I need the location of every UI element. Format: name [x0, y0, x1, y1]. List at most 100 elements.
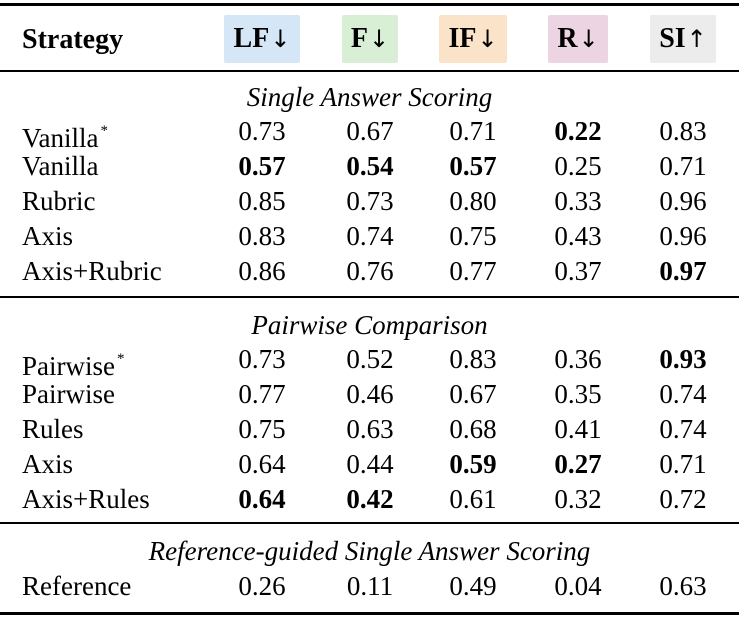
header-r: R↓ — [548, 15, 608, 63]
score-cell: 0.93 — [659, 344, 707, 374]
strategy-name: Axis+Rules — [22, 482, 150, 516]
table-bottom-rule — [0, 612, 739, 615]
score-cell: 0.83 — [238, 221, 286, 251]
header-si: SI↑ — [650, 15, 716, 63]
section-divider — [0, 522, 739, 524]
header-si-label: SI — [659, 23, 686, 54]
header-lf: LF↓ — [224, 15, 300, 63]
table-row: Pairwise * 0.73 0.52 0.83 0.36 0.93 — [0, 342, 739, 381]
score-cell: 0.76 — [346, 256, 394, 286]
score-cell: 0.57 — [238, 151, 286, 181]
strategy-name: Axis — [22, 219, 73, 253]
table-top-rule — [0, 3, 739, 6]
strategy-name: Reference — [22, 569, 131, 603]
table-row: Reference 0.26 0.11 0.49 0.04 0.63 — [0, 569, 739, 603]
score-cell: 0.33 — [554, 186, 602, 216]
score-cell: 0.04 — [554, 571, 602, 601]
strategy-label: Reference — [22, 571, 132, 601]
header-lf-label: LF — [233, 23, 270, 54]
up-arrow-icon: ↑ — [686, 25, 707, 53]
score-cell: 0.37 — [554, 256, 602, 286]
section-divider — [0, 296, 739, 298]
asterisk-marker: * — [116, 351, 125, 367]
score-cell: 0.64 — [238, 449, 286, 479]
score-cell: 0.85 — [238, 186, 286, 216]
score-cell: 0.22 — [554, 116, 602, 146]
score-cell: 0.59 — [449, 449, 497, 479]
score-cell: 0.80 — [449, 186, 497, 216]
score-cell: 0.77 — [449, 256, 497, 286]
score-cell: 0.75 — [238, 414, 286, 444]
score-cell: 0.71 — [659, 151, 707, 181]
score-cell: 0.63 — [346, 414, 394, 444]
strategy-label: Rubric — [22, 186, 96, 216]
strategy-name: Axis — [22, 447, 73, 481]
score-cell: 0.74 — [346, 221, 394, 251]
score-cell: 0.49 — [449, 571, 497, 601]
score-cell: 0.68 — [449, 414, 497, 444]
table-row: Vanilla * 0.73 0.67 0.71 0.22 0.83 — [0, 114, 739, 153]
strategy-label: Vanilla — [22, 123, 99, 153]
table-row: Axis+Rubric 0.86 0.76 0.77 0.37 0.97 — [0, 254, 739, 288]
strategy-name: Pairwise — [22, 377, 115, 411]
score-cell: 0.27 — [554, 449, 602, 479]
header-f-label: F — [350, 23, 368, 54]
strategy-label: Axis — [22, 221, 74, 251]
header-rule — [0, 70, 739, 72]
score-cell: 0.71 — [449, 116, 497, 146]
table-row: Vanilla 0.57 0.54 0.57 0.25 0.71 — [0, 149, 739, 183]
score-cell: 0.75 — [449, 221, 497, 251]
score-cell: 0.97 — [659, 256, 707, 286]
score-cell: 0.67 — [449, 379, 497, 409]
score-cell: 0.41 — [554, 414, 602, 444]
table-row: Rubric 0.85 0.73 0.80 0.33 0.96 — [0, 184, 739, 218]
score-cell: 0.26 — [238, 571, 286, 601]
table-header: Strategy LF↓ F↓ IF↓ R↓ SI↑ — [0, 15, 739, 65]
score-cell: 0.54 — [346, 151, 394, 181]
table-row: Axis 0.83 0.74 0.75 0.43 0.96 — [0, 219, 739, 253]
score-cell: 0.96 — [659, 186, 707, 216]
strategy-name: Vanilla * — [22, 114, 108, 155]
table-row: Pairwise 0.77 0.46 0.67 0.35 0.74 — [0, 377, 739, 411]
score-cell: 0.63 — [659, 571, 707, 601]
header-if: IF↓ — [439, 15, 507, 63]
header-strategy: Strategy — [22, 24, 124, 55]
score-cell: 0.86 — [238, 256, 286, 286]
strategy-label: Axis+Rules — [22, 484, 150, 514]
down-arrow-icon: ↓ — [369, 25, 390, 53]
score-cell: 0.83 — [449, 344, 497, 374]
score-cell: 0.11 — [346, 571, 394, 601]
score-cell: 0.77 — [238, 379, 286, 409]
section-title: Pairwise Comparison — [251, 310, 488, 340]
score-cell: 0.52 — [346, 344, 394, 374]
strategy-name: Vanilla — [22, 149, 98, 183]
score-cell: 0.57 — [449, 151, 497, 181]
table-row: Rules 0.75 0.63 0.68 0.41 0.74 — [0, 412, 739, 446]
header-if-label: IF — [448, 23, 477, 54]
strategy-label: Pairwise — [22, 379, 115, 409]
strategy-label: Axis+Rubric — [22, 256, 162, 286]
score-cell: 0.96 — [659, 221, 707, 251]
strategy-name: Rubric — [22, 184, 96, 218]
strategy-label: Pairwise — [22, 351, 115, 381]
section-title: Reference-guided Single Answer Scoring — [148, 536, 591, 566]
down-arrow-icon: ↓ — [270, 25, 291, 53]
score-cell: 0.46 — [346, 379, 394, 409]
score-cell: 0.74 — [659, 414, 707, 444]
header-f: F↓ — [342, 15, 398, 63]
score-cell: 0.73 — [346, 186, 394, 216]
score-cell: 0.61 — [449, 484, 497, 514]
score-cell: 0.43 — [554, 221, 602, 251]
down-arrow-icon: ↓ — [477, 25, 498, 53]
table-row: Axis+Rules 0.64 0.42 0.61 0.32 0.72 — [0, 482, 739, 516]
strategy-label: Axis — [22, 449, 74, 479]
score-cell: 0.83 — [659, 116, 707, 146]
section-title: Single Answer Scoring — [246, 82, 493, 112]
strategy-label: Vanilla — [22, 151, 99, 181]
strategy-label: Rules — [22, 414, 84, 444]
score-cell: 0.35 — [554, 379, 602, 409]
score-cell: 0.71 — [659, 449, 707, 479]
asterisk-marker: * — [100, 123, 108, 139]
strategy-name: Axis+Rubric — [22, 254, 162, 288]
